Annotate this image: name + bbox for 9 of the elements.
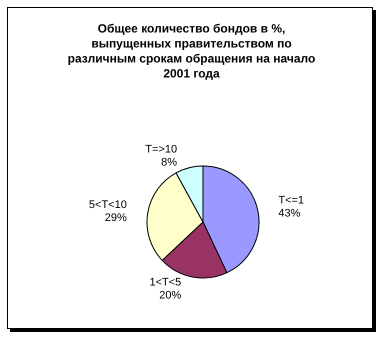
data-label: 43%: [278, 208, 301, 220]
data-label: 8%: [161, 156, 178, 169]
chart-title: Общее количество бондов в %, выпущенных правительством по различным срокам обращения на начало 2001 года: [68, 22, 316, 80]
slice-label: 1<T<5: [149, 276, 182, 288]
data-label: 20%: [159, 289, 182, 302]
slice-label: 5<T<10: [88, 198, 127, 211]
data-label: 29%: [104, 212, 128, 224]
slice-label: T<=1: [278, 194, 304, 207]
slice-label: T=>10: [145, 144, 178, 156]
